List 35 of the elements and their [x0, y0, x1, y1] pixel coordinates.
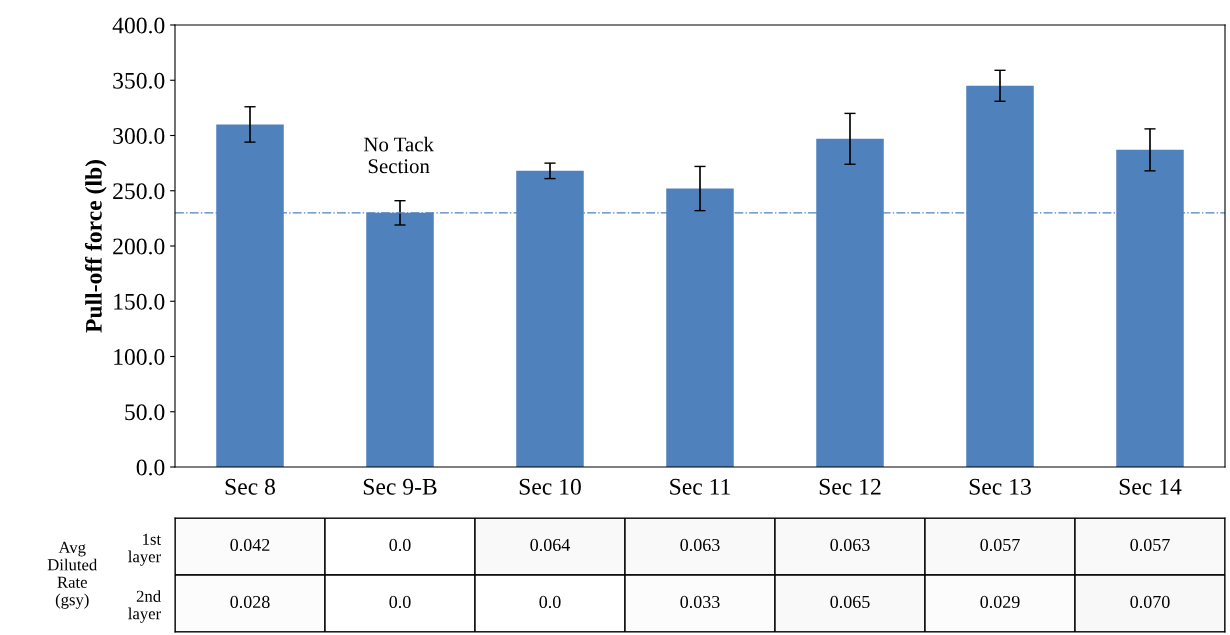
y-tick-label: 400.0: [112, 17, 165, 34]
y-tick-label: 50.0: [125, 404, 165, 421]
y-tick-label: 250.0: [113, 183, 165, 200]
x-tick-label: Sec 14: [1119, 478, 1182, 495]
y-tick-label: 2nd layer: [128, 590, 161, 623]
y-tick-label: 1st layer: [128, 533, 162, 566]
data-label: 0.0: [389, 538, 411, 552]
data-label: 0.063: [680, 538, 720, 552]
data-label: 0.070: [1130, 595, 1170, 609]
data-label: 0.028: [230, 595, 270, 609]
y-tick-label: 300.0: [113, 127, 165, 145]
y-tick-label: 0.0: [136, 459, 165, 476]
x-tick-label: Sec 11: [670, 478, 730, 495]
x-tick-label: Sec 9-B: [363, 478, 437, 495]
y-axis-title: Avg Diluted Rate (gsy): [47, 541, 98, 609]
y-tick-label: 150.0: [114, 293, 165, 310]
data-label: 0.0: [389, 595, 411, 609]
x-tick-label: Sec 10: [519, 478, 581, 495]
data-label: 0.029: [980, 595, 1020, 609]
y-tick-label: 350.0: [113, 72, 165, 89]
data-label: 0.065: [830, 595, 870, 609]
annotation: No Tack Section: [364, 136, 434, 174]
data-label: 0.042: [230, 538, 270, 552]
data-label: 0.057: [1130, 538, 1170, 552]
data-label: 0.057: [980, 538, 1020, 552]
y-tick-label: 100.0: [114, 348, 165, 366]
y-tick-label: 200.0: [113, 238, 165, 255]
x-tick-label: Sec 12: [819, 478, 881, 495]
data-label: 0.033: [680, 595, 720, 609]
x-tick-label: Sec 13: [969, 478, 1031, 495]
data-label: 0.064: [530, 538, 571, 552]
x-tick-label: Sec 8: [225, 478, 275, 495]
data-label: 0.0: [539, 595, 561, 609]
data-label: 0.063: [830, 538, 870, 552]
y-axis-title: Pull-off force (lb): [84, 160, 107, 333]
